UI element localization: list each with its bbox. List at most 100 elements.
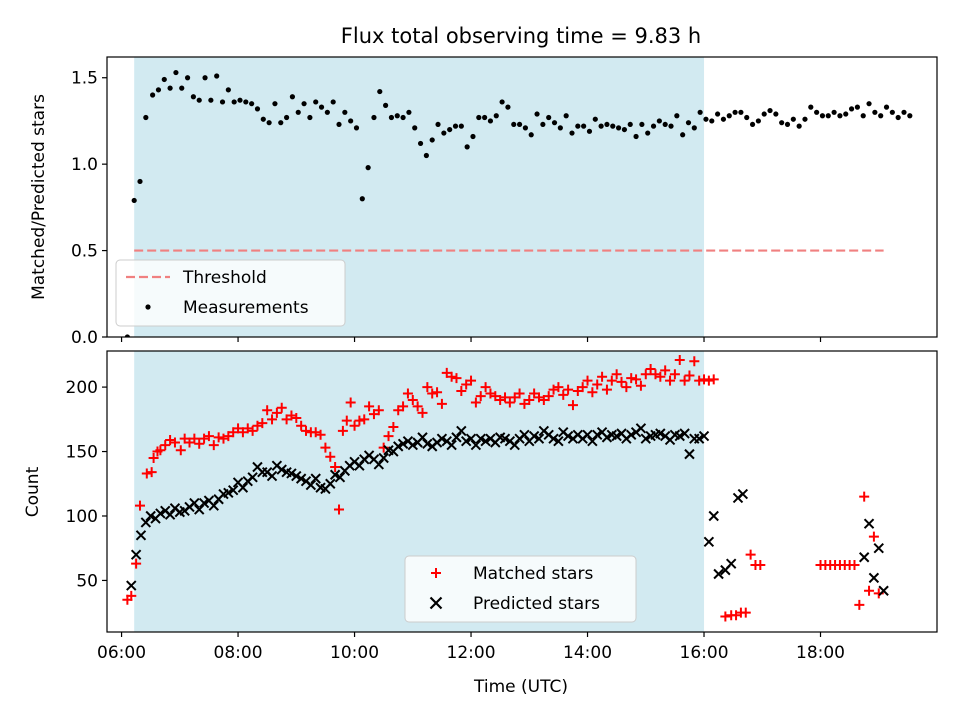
matched-stars-point xyxy=(175,445,186,456)
matched-stars-point xyxy=(446,371,457,382)
matched-stars-point xyxy=(674,355,685,366)
predicted-stars-point xyxy=(553,436,564,447)
measurement-point xyxy=(866,101,872,107)
legend-threshold-label: Threshold xyxy=(182,268,267,288)
x-tick-label: 10:00 xyxy=(330,643,379,663)
predicted-stars-point xyxy=(698,430,710,442)
measurement-point xyxy=(219,99,226,105)
predicted-stars-point xyxy=(548,433,559,444)
matched-stars-point xyxy=(320,442,331,453)
matched-stars-point xyxy=(626,373,637,384)
predicted-stars-point xyxy=(223,487,234,498)
matched-stars-point xyxy=(194,438,205,449)
predicted-stars-point xyxy=(126,580,137,591)
matched-stars-point xyxy=(563,384,574,395)
measurement-point xyxy=(650,123,657,129)
y-tick-label: 50 xyxy=(76,571,98,591)
matched-stars-point xyxy=(126,590,137,601)
measurement-point xyxy=(668,123,674,129)
predicted-stars-point xyxy=(863,518,875,529)
matched-stars-point xyxy=(524,394,535,405)
measurement-point xyxy=(843,111,849,117)
predicted-stars-point xyxy=(703,536,715,547)
matched-stars-point xyxy=(606,375,617,386)
matched-stars-point xyxy=(325,451,336,462)
measurement-point xyxy=(604,121,610,128)
measurement-point xyxy=(412,125,418,131)
predicted-stars-point xyxy=(135,530,147,541)
predicted-stars-point xyxy=(465,433,477,444)
measurement-point xyxy=(621,126,628,133)
measurement-point xyxy=(755,118,761,124)
matched-stars-point xyxy=(655,371,666,382)
matched-stars-point xyxy=(470,397,481,408)
predicted-stars-point xyxy=(674,430,685,442)
predicted-stars-point xyxy=(237,482,249,493)
predicted-stars-point xyxy=(592,429,603,440)
predicted-stars-point xyxy=(858,552,870,563)
measurement-point xyxy=(796,123,802,129)
measurement-point xyxy=(598,123,604,129)
predicted-stars-point xyxy=(475,433,486,444)
matched-stars-point xyxy=(349,420,360,431)
y-tick-label: 1.0 xyxy=(71,155,98,175)
predicted-stars-point xyxy=(325,478,336,489)
matched-stars-point xyxy=(849,559,860,570)
measurement-point xyxy=(633,133,639,140)
matched-stars-point xyxy=(148,452,159,463)
measurement-point xyxy=(167,85,173,91)
predicted-stars-point xyxy=(693,433,705,444)
matched-stars-point xyxy=(146,467,157,478)
matched-stars-point xyxy=(466,375,477,386)
y-tick-label: 1.5 xyxy=(71,69,98,89)
matched-stars-point xyxy=(432,387,443,398)
measurement-point xyxy=(237,97,243,103)
y-tick-label: 100 xyxy=(66,507,98,527)
matched-stars-point xyxy=(640,369,651,380)
measurement-point xyxy=(301,101,307,107)
measurement-point xyxy=(243,99,249,105)
predicted-stars-point xyxy=(422,438,433,450)
y-tick-label: 0.5 xyxy=(71,242,98,262)
measurement-point xyxy=(656,118,662,124)
predicted-stars-point xyxy=(873,543,884,554)
measurement-point xyxy=(703,116,709,122)
predicted-stars-point xyxy=(640,433,651,444)
measurement-point xyxy=(208,97,214,103)
predicted-stars-point xyxy=(626,429,637,440)
measurement-point xyxy=(726,113,732,119)
predicted-stars-point xyxy=(130,549,142,560)
y-tick-label: 0.0 xyxy=(71,328,98,348)
measurement-point xyxy=(639,121,645,128)
predicted-stars-point xyxy=(713,568,724,580)
predicted-stars-point xyxy=(456,425,467,437)
matched-stars-point xyxy=(402,388,413,399)
measurement-point xyxy=(540,121,546,128)
matched-stars-point xyxy=(694,375,705,386)
matched-stars-point xyxy=(412,401,423,412)
predicted-stars-point xyxy=(393,441,404,452)
measurement-point xyxy=(295,109,301,115)
matched-stars-point xyxy=(611,369,622,380)
measurement-point xyxy=(773,111,779,117)
matched-stars-point xyxy=(699,374,710,385)
measurement-point xyxy=(470,133,476,140)
predicted-stars-point xyxy=(373,459,385,470)
series-measurements xyxy=(124,69,913,337)
matched-stars-point xyxy=(480,382,491,393)
x-tick-label: 12:00 xyxy=(447,643,496,663)
matched-stars-point xyxy=(373,405,384,416)
predicted-stars-point xyxy=(145,510,156,522)
legend-box xyxy=(404,555,637,623)
predicted-stars-point xyxy=(451,432,462,443)
predicted-stars-point xyxy=(737,488,749,500)
legend-measurements-label: Measurements xyxy=(183,298,309,318)
plot-area xyxy=(122,355,889,622)
predicted-stars-point xyxy=(291,470,302,482)
measurement-point xyxy=(464,144,470,150)
series-predicted-stars xyxy=(126,423,889,596)
measurement-point xyxy=(883,104,890,110)
measurement-point xyxy=(854,104,860,110)
measurement-point xyxy=(645,130,651,136)
measurement-point xyxy=(522,125,528,131)
